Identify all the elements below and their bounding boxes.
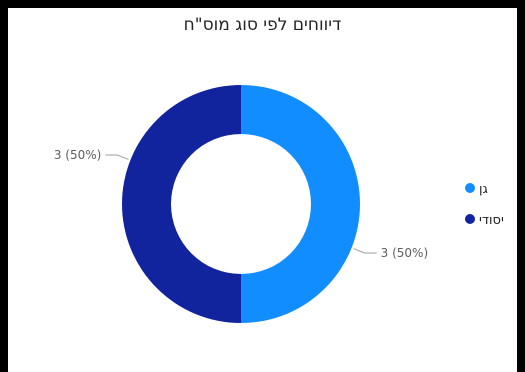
chart-visual[interactable]: דיווחים לפי סוג מוס"ח 3 (50%) 3 (50%) גן יס… [8, 8, 517, 372]
donut-slice-0[interactable] [241, 85, 360, 323]
legend-marker-1[interactable] [465, 214, 475, 224]
donut-chart: 3 (50%) 3 (50%) גן יסודי [54, 85, 504, 323]
donut-slice-1[interactable] [122, 85, 241, 323]
legend-marker-0[interactable] [465, 183, 475, 193]
data-label-0: 3 (50%) [381, 246, 428, 260]
data-label-1: 3 (50%) [54, 148, 101, 162]
legend-label-0[interactable]: גן [479, 182, 488, 197]
leader-line-1 [105, 154, 129, 160]
chart-title: דיווחים לפי סוג מוס"ח [183, 15, 342, 35]
legend-label-1[interactable]: יסודי [479, 213, 504, 228]
leader-line-0 [353, 248, 377, 254]
